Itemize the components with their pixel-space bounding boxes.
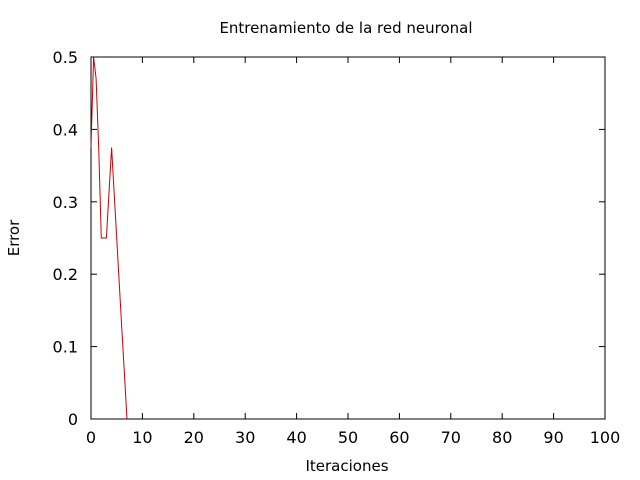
y-tick-label: 0.1 — [53, 338, 78, 357]
y-tick-label: 0.4 — [53, 120, 78, 139]
y-axis-title: Error — [5, 219, 23, 256]
x-tick-label: 50 — [338, 428, 358, 447]
y-axis: 0 0.1 0.2 0.3 0.4 0.5 — [53, 48, 605, 429]
y-tick-label: 0.2 — [53, 265, 78, 284]
y-tick-label: 0.5 — [53, 48, 78, 67]
y-tick-label: 0.3 — [53, 193, 78, 212]
x-tick-label: 90 — [543, 428, 563, 447]
x-tick-label: 100 — [590, 428, 621, 447]
x-tick-label: 60 — [389, 428, 409, 447]
x-tick-label: 10 — [132, 428, 152, 447]
x-axis-title: Iteraciones — [305, 457, 388, 475]
series-layer — [90, 56, 128, 420]
x-tick-label: 0 — [86, 428, 96, 447]
series-line — [90, 56, 128, 420]
x-tick-label: 30 — [235, 428, 255, 447]
plot-frame — [90, 56, 606, 420]
x-tick-label: 80 — [492, 428, 512, 447]
x-tick-label: 70 — [441, 428, 461, 447]
x-axis: 0 10 20 30 40 50 60 70 80 90 100 — [86, 57, 620, 447]
chart-title: Entrenamiento de la red neuronal — [219, 19, 472, 37]
x-tick-label: 40 — [286, 428, 306, 447]
y-tick-label: 0 — [68, 410, 78, 429]
x-tick-label: 20 — [184, 428, 204, 447]
plot-border — [90, 56, 606, 420]
